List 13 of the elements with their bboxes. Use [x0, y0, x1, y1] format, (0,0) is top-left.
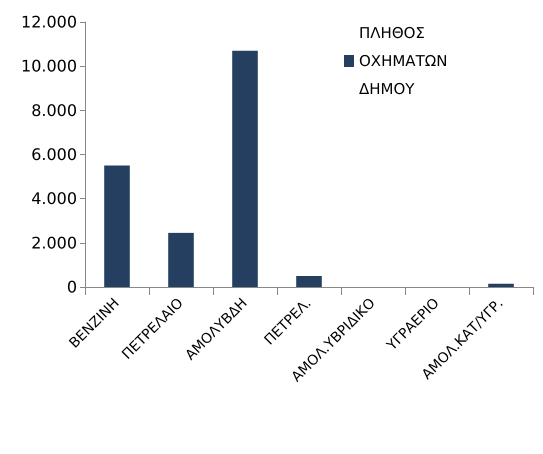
y-tick-label: 10.000 [21, 56, 77, 76]
y-tick-label: 4.000 [31, 189, 77, 208]
bar [168, 232, 194, 287]
y-tick-label: 12.000 [21, 12, 77, 32]
bar [232, 50, 258, 287]
legend-label: ΠΛΗΘΟΣ ΟΧΗΜΑΤΩΝ ΔΗΜΟΥ [359, 24, 452, 98]
bar [104, 166, 130, 287]
y-tick-label: 2.000 [31, 233, 77, 252]
bar [488, 284, 514, 287]
y-tick-label: 8.000 [31, 100, 77, 120]
y-tick-label: 0 [66, 278, 77, 296]
bar [296, 276, 322, 287]
y-tick-label: 6.000 [31, 145, 77, 164]
